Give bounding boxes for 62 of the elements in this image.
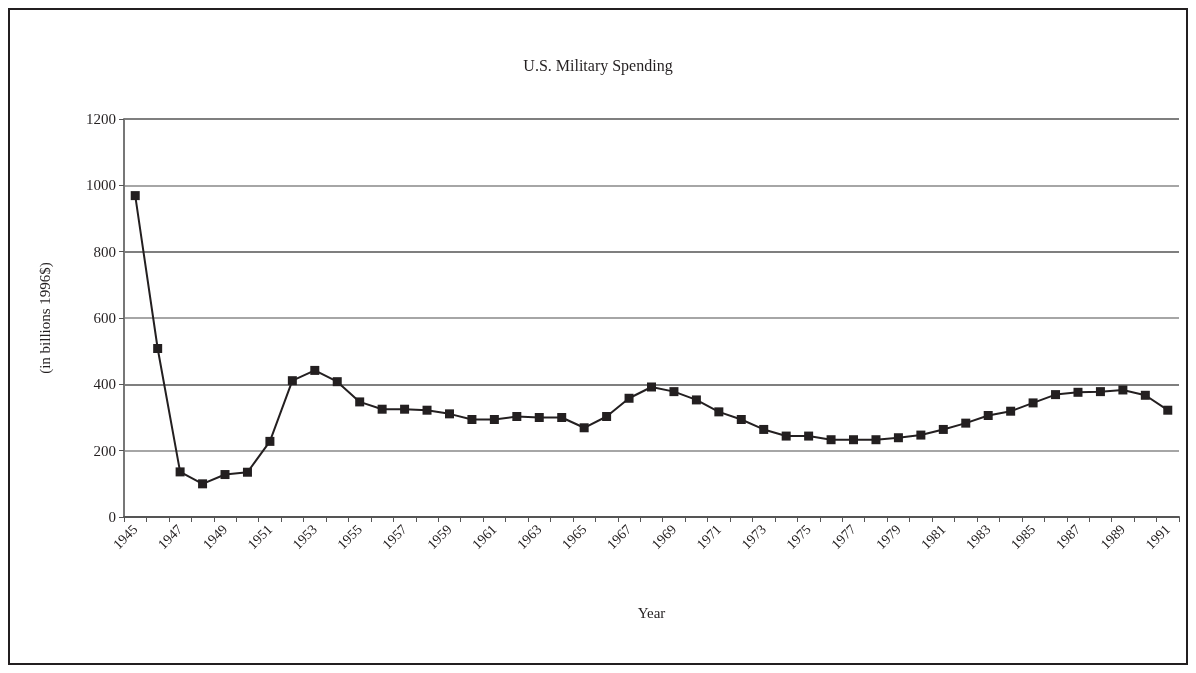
point <box>153 344 163 354</box>
point <box>1006 406 1016 416</box>
point <box>265 436 275 446</box>
point <box>400 404 410 414</box>
point <box>332 377 342 387</box>
point <box>1073 387 1083 397</box>
point <box>691 395 701 405</box>
point <box>871 435 881 445</box>
point <box>422 405 432 415</box>
point <box>714 407 724 417</box>
point <box>602 412 612 422</box>
x-tick-label: 1991 <box>1142 521 1174 553</box>
point <box>444 409 454 419</box>
point <box>893 433 903 443</box>
y-tick-label: 1200 <box>86 111 116 127</box>
x-axis-title: Year <box>637 604 666 621</box>
point <box>355 397 365 407</box>
point <box>804 431 814 441</box>
y-tick-label: 400 <box>93 376 116 393</box>
point <box>1118 385 1128 395</box>
point <box>579 423 589 433</box>
point <box>377 404 387 414</box>
point <box>467 414 477 424</box>
point <box>1028 398 1038 408</box>
point <box>512 412 522 422</box>
point <box>826 435 836 445</box>
chart-title: U.S. Military Spending <box>523 56 673 75</box>
point <box>983 411 993 421</box>
point <box>1095 387 1105 397</box>
point <box>130 191 140 201</box>
y-axis-title: (in billions 1996$) <box>36 262 54 374</box>
point <box>669 387 679 397</box>
point <box>310 365 320 375</box>
point <box>557 413 567 422</box>
point <box>220 470 230 480</box>
y-tick-label: 800 <box>93 243 116 260</box>
point <box>175 467 185 477</box>
point <box>849 435 859 445</box>
x-tick-label: 1971 <box>693 521 725 553</box>
point <box>198 479 208 489</box>
point <box>489 414 499 424</box>
point <box>759 424 769 434</box>
point <box>1051 390 1061 400</box>
point <box>647 382 656 392</box>
point <box>1140 390 1150 400</box>
point <box>534 413 544 422</box>
point <box>1163 405 1173 415</box>
point <box>938 424 948 434</box>
y-tick-label: 0 <box>108 509 116 525</box>
x-tick-label: 1961 <box>469 521 500 553</box>
point <box>736 414 746 424</box>
point <box>916 430 926 440</box>
point <box>624 393 634 403</box>
point <box>781 431 791 441</box>
point <box>242 467 252 477</box>
x-tick-label: 1981 <box>918 521 949 553</box>
y-tick-label: 200 <box>93 442 116 459</box>
x-tick-label: 1951 <box>244 521 276 553</box>
y-tick-label: 1000 <box>86 177 116 194</box>
point <box>961 418 971 428</box>
y-tick-label: 600 <box>93 310 116 326</box>
point <box>287 376 297 386</box>
